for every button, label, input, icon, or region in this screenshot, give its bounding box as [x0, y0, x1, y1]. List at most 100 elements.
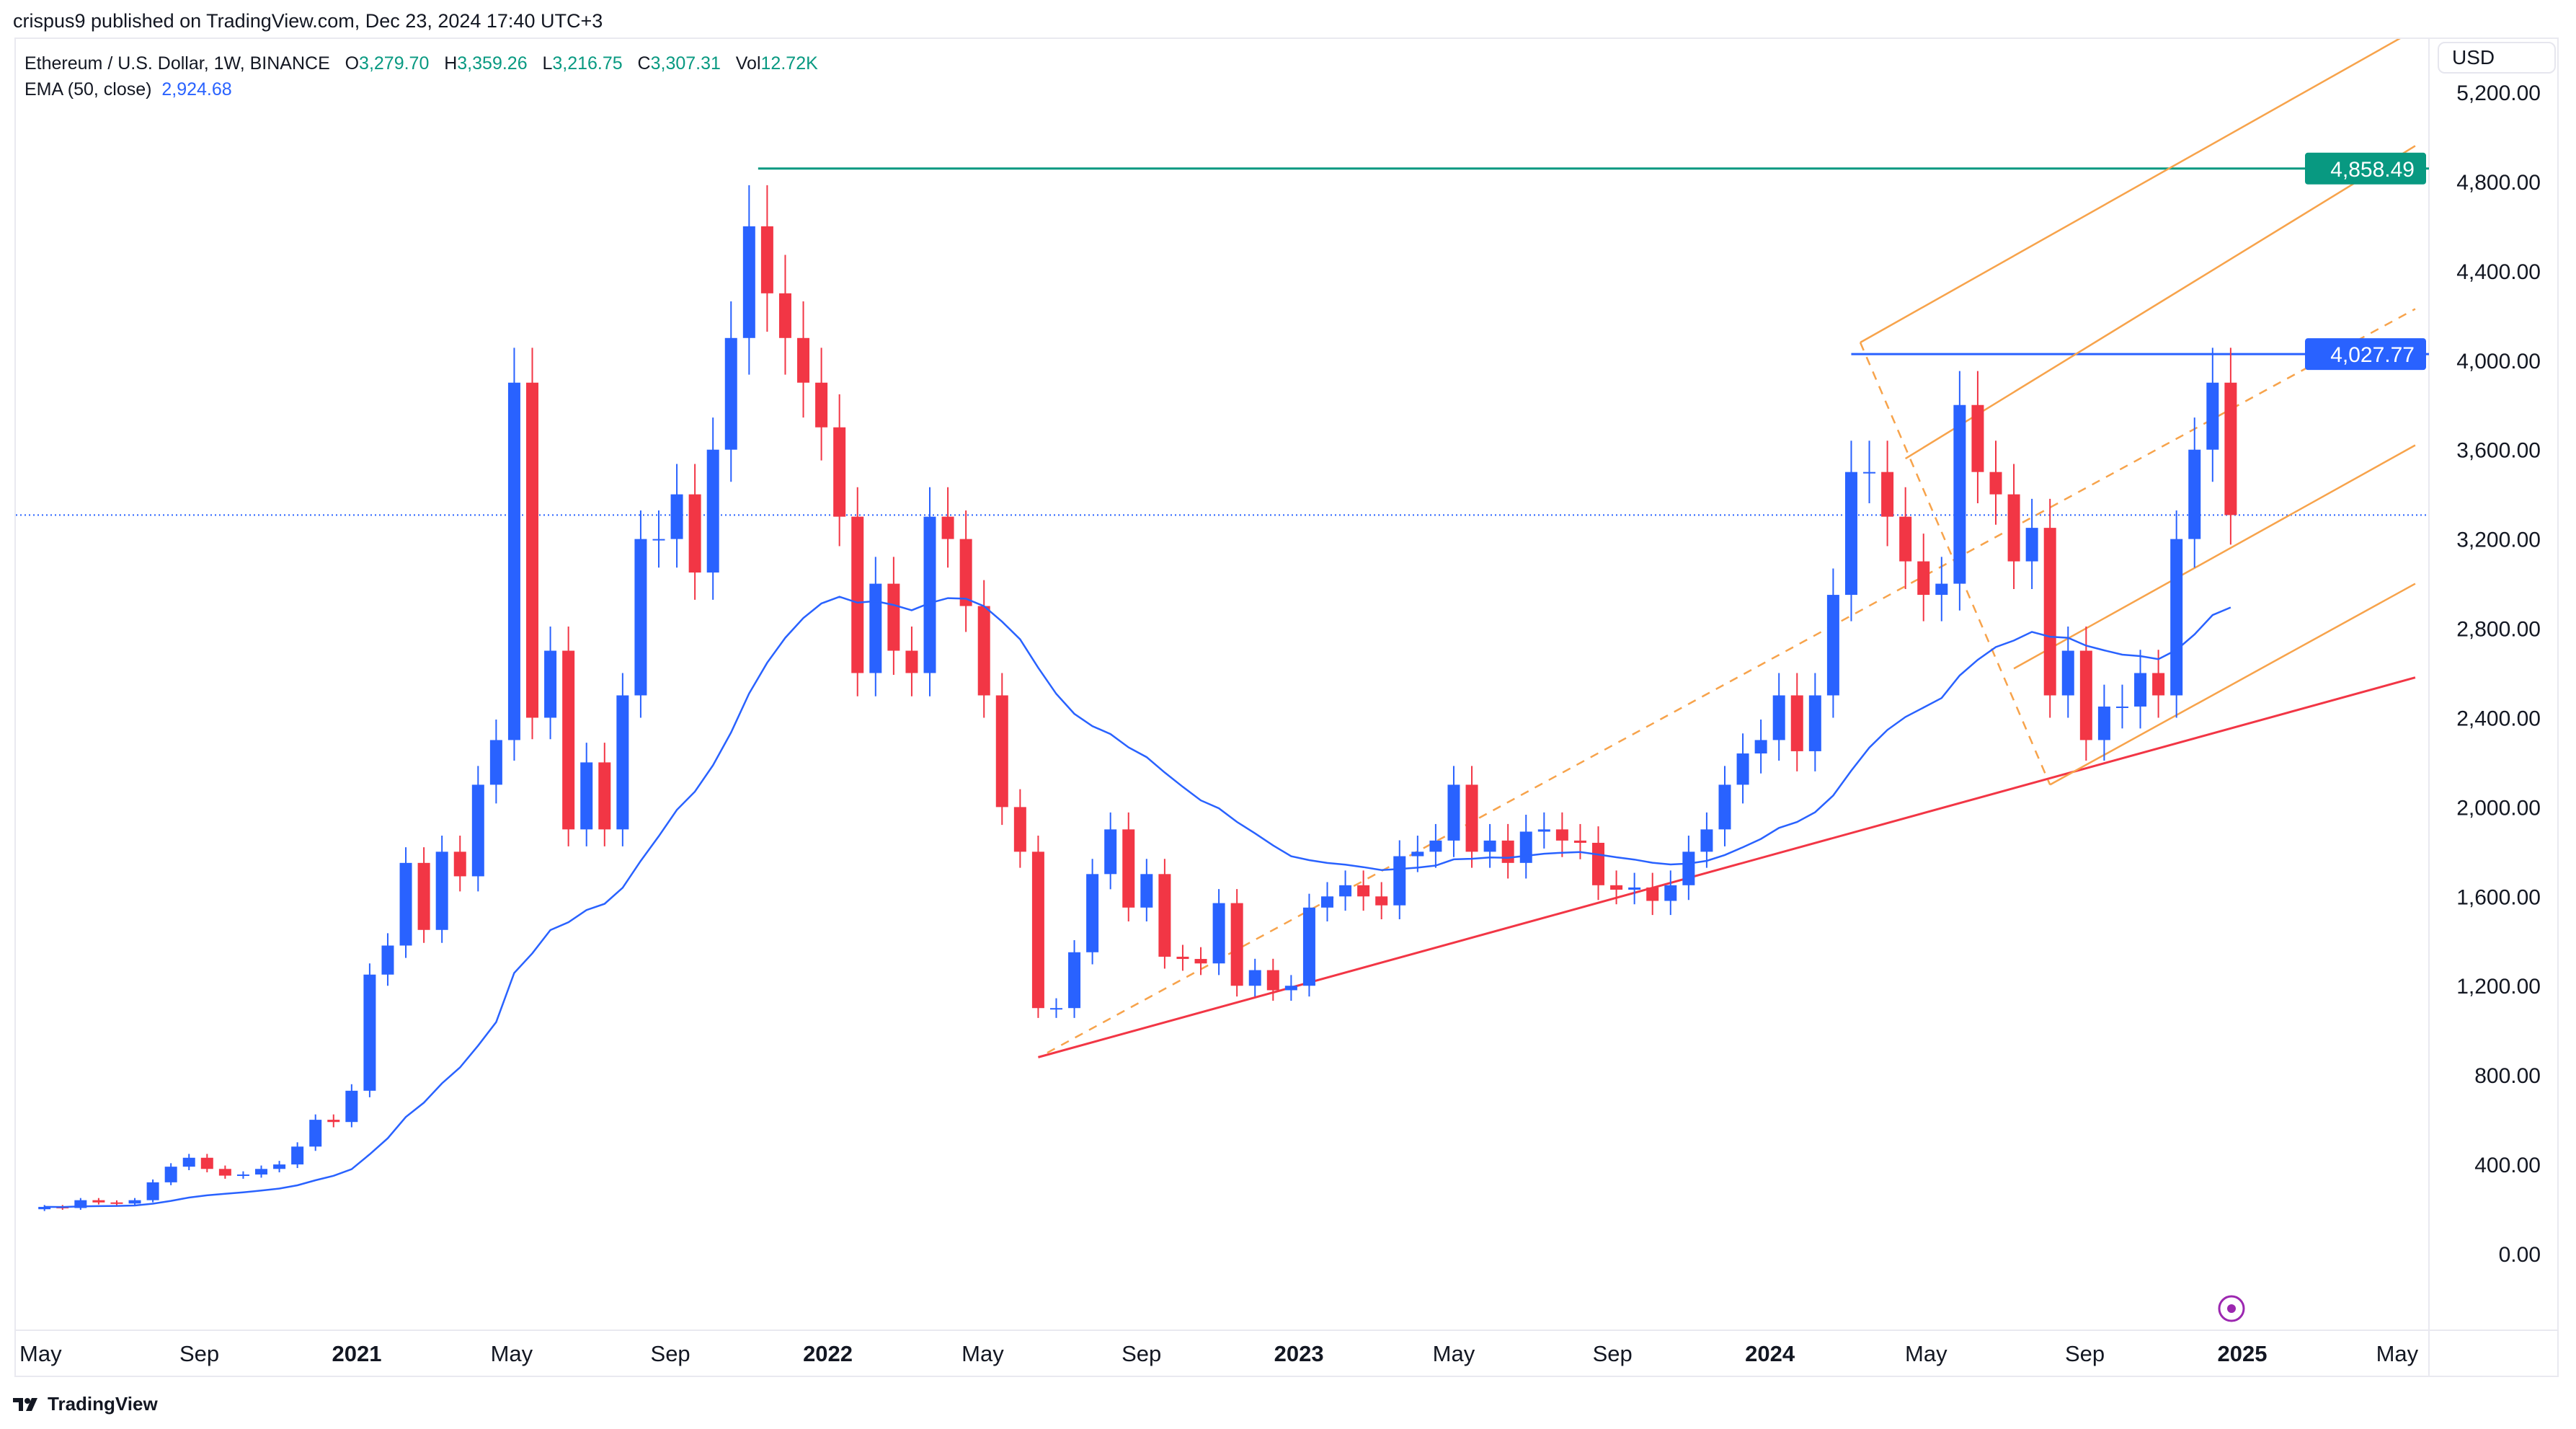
channel-line-4	[2013, 444, 2416, 670]
candle-body	[1122, 829, 1135, 908]
time-tick-label: 2023	[1274, 1341, 1324, 1366]
candle-body	[1718, 784, 1731, 830]
candle-body	[959, 539, 972, 606]
tradingview-logo[interactable]: TradingView	[13, 1393, 158, 1415]
candle-body	[218, 1169, 231, 1176]
candle-body	[1320, 896, 1333, 908]
candle-body	[2097, 706, 2110, 740]
candle-body	[2043, 528, 2056, 696]
candle-body	[110, 1202, 123, 1204]
candle-body	[146, 1182, 159, 1200]
candle-body	[1031, 851, 1044, 1009]
candle-body	[1519, 831, 1532, 863]
price-label-text: 4,027.77	[2330, 343, 2415, 367]
candle-body	[2025, 528, 2038, 562]
candle-body	[254, 1169, 267, 1175]
candle-body	[598, 762, 611, 830]
candle-body	[1646, 887, 1659, 901]
candle-body	[544, 650, 557, 718]
candle-body	[1266, 970, 1279, 991]
candle-body	[1971, 404, 1984, 472]
chart-legend: Ethereum / U.S. Dollar, 1W, BINANCE O3,2…	[25, 50, 818, 102]
candle-body	[236, 1174, 249, 1177]
candle-body	[1429, 840, 1442, 852]
candle-body	[1302, 907, 1315, 986]
candle-body	[1339, 885, 1352, 897]
currency-button[interactable]: USD	[2438, 42, 2556, 74]
candle-body	[128, 1200, 141, 1204]
price-tick-label: 4,800.00	[2456, 171, 2541, 195]
candle-body	[1140, 874, 1153, 908]
candle-body	[1772, 695, 1785, 740]
candle-body	[995, 695, 1008, 808]
candle-body	[580, 762, 593, 830]
candle-body	[706, 449, 719, 573]
low-label: L	[542, 53, 553, 74]
volume-value: 12.72K	[760, 53, 818, 74]
candle-body	[742, 226, 755, 338]
candle-body	[1826, 595, 1839, 696]
candle-body	[652, 539, 665, 541]
candle-body	[507, 382, 520, 740]
candle-body	[2115, 706, 2128, 708]
candle-body	[1863, 472, 1876, 474]
candle-body	[833, 427, 846, 517]
candle-body	[1176, 956, 1189, 960]
candle-body	[1483, 840, 1496, 852]
candle-body	[1068, 952, 1081, 1009]
candle-body	[1447, 784, 1460, 841]
candle-body	[345, 1090, 358, 1123]
candle-body	[905, 650, 918, 673]
candle-body	[1989, 472, 2002, 495]
candle-body	[887, 583, 900, 651]
candle-body	[2206, 382, 2219, 450]
time-tick-label: 2022	[803, 1341, 853, 1366]
channel-lower	[2049, 583, 2416, 786]
price-tick-label: 3,600.00	[2456, 439, 2541, 463]
candle-body	[381, 945, 394, 975]
candle-body	[164, 1167, 177, 1182]
price-tick-label: 4,400.00	[2456, 260, 2541, 284]
candle-body	[453, 851, 466, 877]
price-tick-label: 5,200.00	[2456, 81, 2541, 105]
candle-body	[1628, 887, 1641, 890]
time-tick-label: 2025	[2218, 1341, 2268, 1366]
candle-body	[869, 583, 882, 673]
candle-body	[1212, 903, 1225, 964]
ema-row: EMA (50, close) 2,924.68	[25, 76, 818, 102]
high-value: 3,359.26	[457, 53, 528, 74]
candle-body	[1953, 404, 1966, 584]
time-tick-label: May	[491, 1341, 533, 1366]
time-tick-label: Sep	[1122, 1341, 1161, 1366]
close-label: C	[637, 53, 651, 74]
candle-body	[2152, 673, 2165, 696]
channel-upper	[1860, 39, 2401, 344]
candle-body	[616, 695, 629, 830]
price-tick-label: 1,600.00	[2456, 885, 2541, 909]
price-label-badge	[2305, 338, 2426, 371]
events-icon-dot	[2227, 1304, 2236, 1313]
time-tick-label: May	[1433, 1341, 1475, 1366]
candle-body	[2007, 494, 2020, 562]
time-tick-label: 2024	[1745, 1341, 1795, 1366]
plot-area	[16, 39, 2429, 1211]
time-tick-label: May	[961, 1341, 1004, 1366]
candle-body	[1573, 840, 1586, 843]
candle-body	[1592, 842, 1605, 885]
candle-body	[92, 1200, 105, 1203]
candle-body	[1700, 829, 1713, 852]
candle-body	[778, 293, 791, 338]
symbol-name[interactable]: Ethereum / U.S. Dollar, 1W, BINANCE	[25, 53, 330, 74]
candle-body	[670, 494, 683, 539]
candle-body	[1411, 851, 1424, 857]
candle-body	[1049, 1008, 1062, 1010]
price-tick-label: 2,000.00	[2456, 796, 2541, 820]
price-label-badge	[2305, 152, 2426, 185]
price-tick-label: 800.00	[2474, 1064, 2541, 1088]
ohlc-row: Ethereum / U.S. Dollar, 1W, BINANCE O3,2…	[25, 50, 818, 76]
chart-frame	[14, 37, 2559, 1377]
ema-label[interactable]: EMA (50, close)	[25, 79, 152, 99]
price-tick-label: 3,200.00	[2456, 528, 2541, 552]
candle-body	[1917, 561, 1930, 596]
